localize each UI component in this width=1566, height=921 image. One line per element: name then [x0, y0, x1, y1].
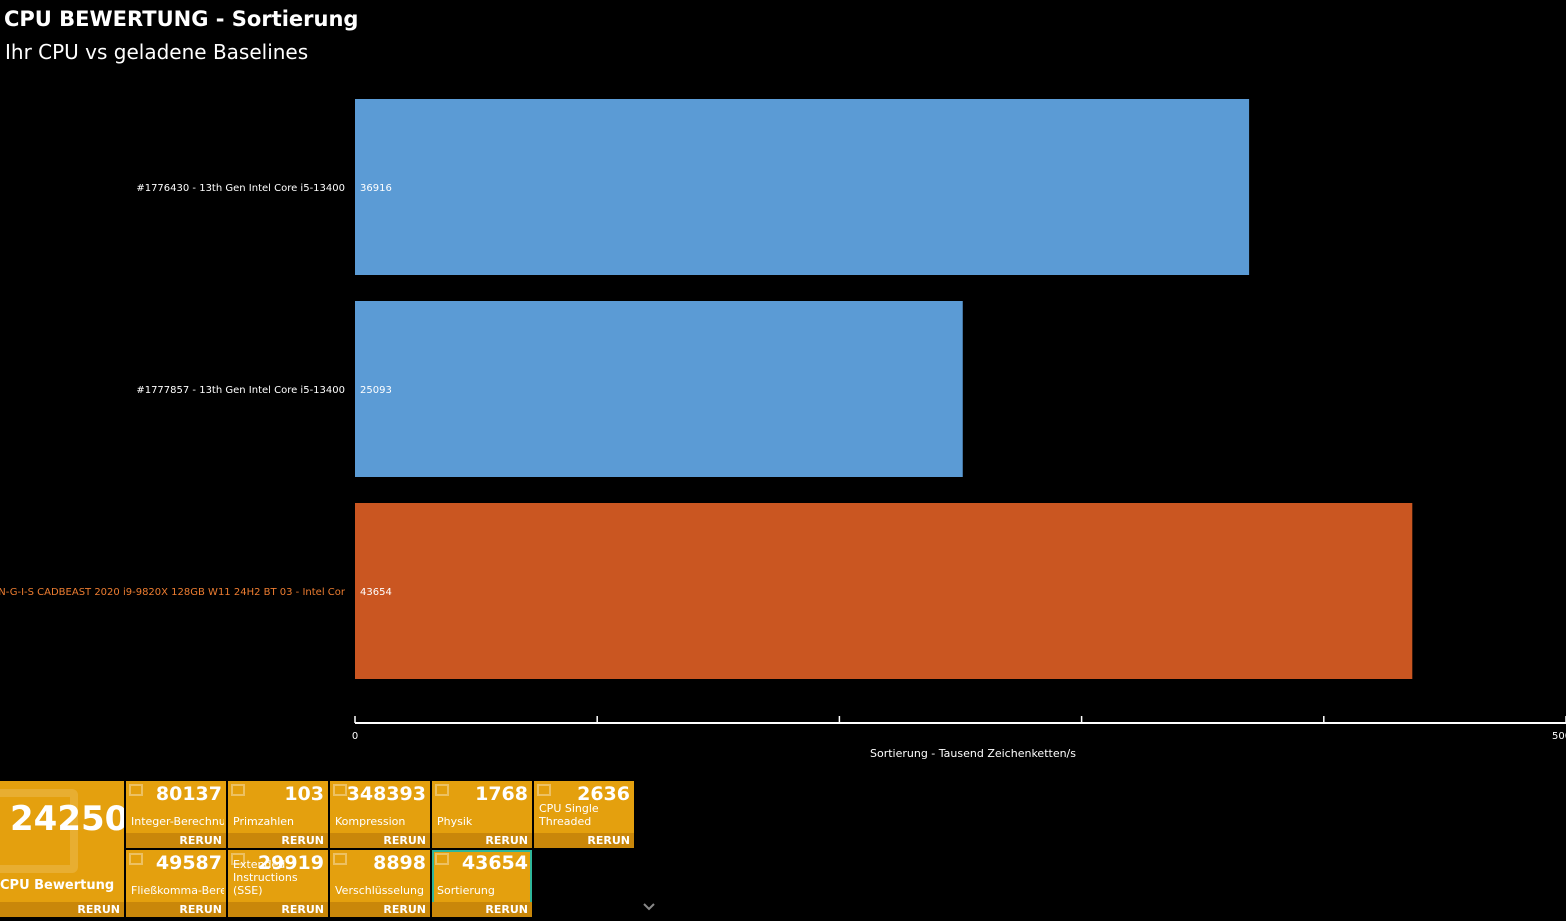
chevron-down-icon[interactable] [641, 899, 657, 915]
rerun-button[interactable]: RERUN [228, 833, 328, 848]
tile-sortierung[interactable]: 43654 Sortierung RERUN [432, 850, 532, 917]
tile-value: 1768 [475, 783, 528, 805]
tile-primzahlen[interactable]: 103 Primzahlen RERUN [228, 781, 328, 848]
tile-label: Sortierung [437, 884, 495, 897]
chip-icon [231, 853, 245, 865]
rerun-button[interactable]: RERUN [126, 902, 226, 917]
category-label: N-G-I-S CADBEAST 2020 i9-9820X 128GB W11… [0, 587, 346, 598]
chip-icon [333, 853, 347, 865]
tile-label: Verschlüsselung [335, 884, 424, 897]
tile-verschluesselung[interactable]: 8898 Verschlüsselung RERUN [330, 850, 430, 917]
main-score-value: 24250 [10, 799, 124, 839]
page-subtitle: Ihr CPU vs geladene Baselines [5, 40, 309, 64]
x-axis-label: Sortierung - Tausend Zeichenketten/s [870, 747, 1076, 760]
tile-label: Physik [437, 815, 473, 828]
bar-value-label: 36916 [360, 183, 392, 194]
tile-cpu-single-threaded[interactable]: 2636 CPU Single Threaded RERUN [534, 781, 634, 848]
tile-extended-instructions[interactable]: 29919 Extended Instructions (SSE) RERUN [228, 850, 328, 917]
bar [355, 99, 1250, 275]
chip-icon [435, 784, 449, 796]
tile-label: CPU Single Threaded [539, 802, 599, 828]
tile-fliesskomma[interactable]: 49587 Fließkomma-Berechnungen RERUN [126, 850, 226, 917]
tile-label: Integer-Berechnungen [131, 815, 224, 828]
chip-icon [129, 853, 143, 865]
cpu-chip-icon [0, 789, 78, 873]
rerun-button[interactable]: RERUN [432, 833, 532, 848]
tile-value: 2636 [577, 783, 630, 805]
x-tick-label: 500 [1552, 731, 1566, 742]
tile-label: Extended Instructions (SSE) [233, 858, 298, 897]
rerun-button[interactable]: RERUN [330, 902, 430, 917]
chip-icon [537, 784, 551, 796]
tile-label: Kompression [335, 815, 406, 828]
rerun-button[interactable]: RERUN [126, 833, 226, 848]
chip-icon [435, 853, 449, 865]
bar-value-label: 43654 [360, 587, 392, 598]
tile-label: Fließkomma-Berechnungen [131, 884, 224, 897]
rerun-button[interactable]: RERUN [534, 833, 634, 848]
tile-value: 348393 [346, 783, 426, 805]
main-score-tile[interactable]: 24250 CPU Bewertung RERUN [0, 781, 124, 917]
tile-value: 49587 [155, 852, 222, 874]
tile-label: Primzahlen [233, 815, 295, 828]
tile-integer[interactable]: 80137 Integer-Berechnungen RERUN [126, 781, 226, 848]
bar [355, 503, 1413, 679]
rerun-button[interactable]: RERUN [0, 902, 124, 917]
x-tick-label: 0 [352, 731, 358, 742]
tile-value: 43654 [461, 852, 528, 874]
chip-icon [129, 784, 143, 796]
rerun-button[interactable]: RERUN [432, 902, 532, 917]
bar [355, 301, 963, 477]
tile-kompression[interactable]: 348393 Kompression RERUN [330, 781, 430, 848]
page-title: CPU BEWERTUNG - Sortierung [4, 7, 359, 31]
category-label: #1777857 - 13th Gen Intel Core i5-13400 [136, 385, 345, 396]
chip-icon [333, 784, 347, 796]
tile-value: 80137 [155, 783, 222, 805]
chip-icon [231, 784, 245, 796]
tile-value: 29919 [257, 852, 324, 874]
tile-physik[interactable]: 1768 Physik RERUN [432, 781, 532, 848]
main-score-label: CPU Bewertung [0, 879, 115, 892]
rerun-button[interactable]: RERUN [330, 833, 430, 848]
tile-value: 8898 [373, 852, 426, 874]
category-label: #1776430 - 13th Gen Intel Core i5-13400 [136, 183, 345, 194]
bar-chart: 36916 #1776430 - 13th Gen Intel Core i5-1… [0, 99, 1566, 760]
rerun-button[interactable]: RERUN [228, 902, 328, 917]
bar-value-label: 25093 [360, 385, 392, 396]
tile-value: 103 [284, 783, 324, 805]
